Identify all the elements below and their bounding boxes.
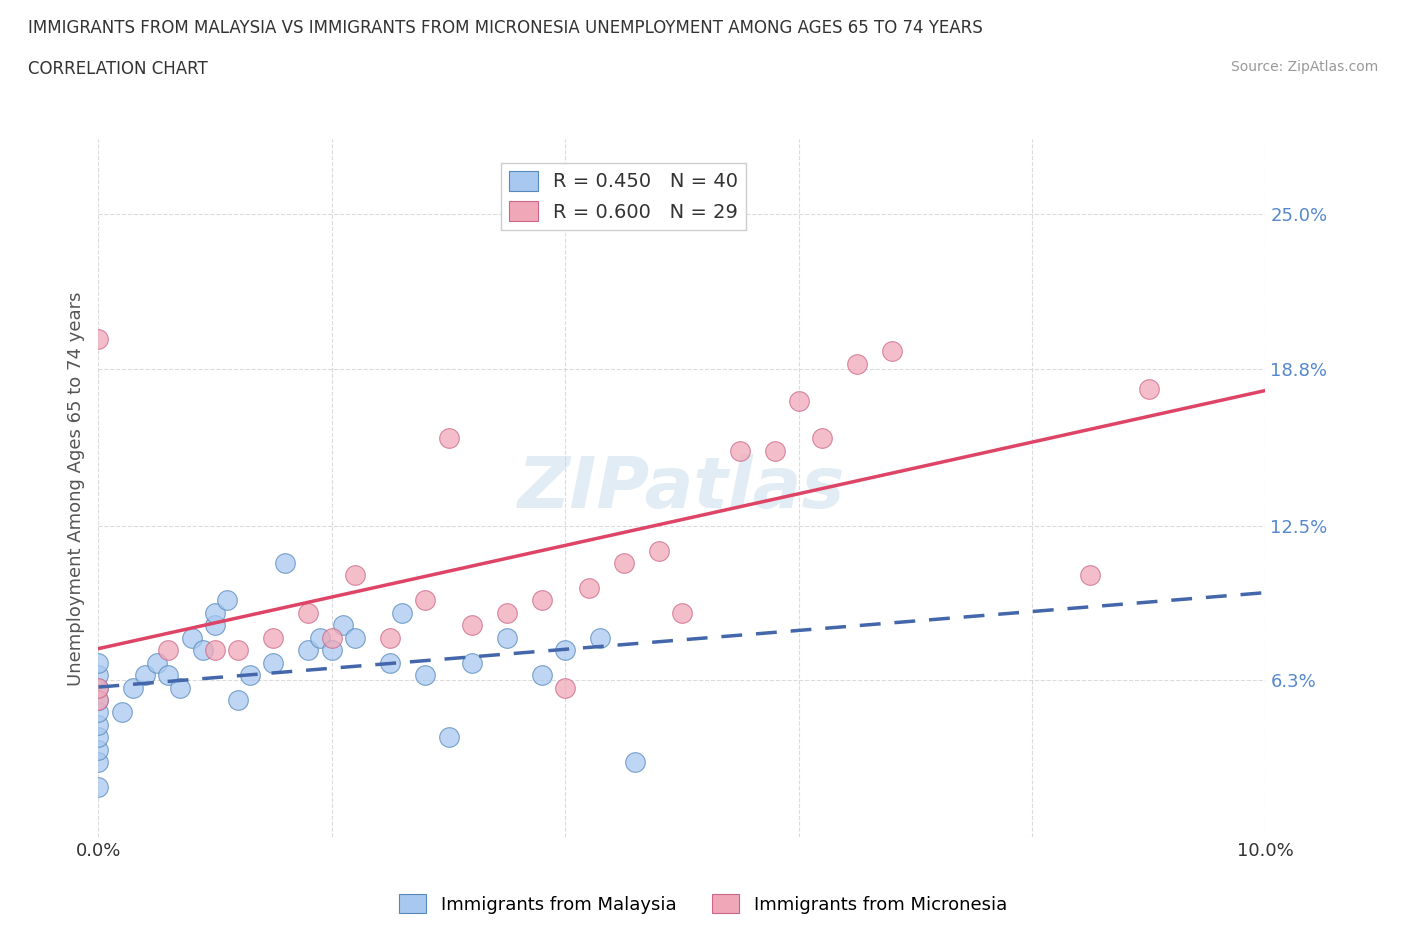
Point xyxy=(87,655,110,670)
Point xyxy=(647,543,669,558)
Text: Source: ZipAtlas.com: Source: ZipAtlas.com xyxy=(1230,60,1378,74)
Point xyxy=(309,631,332,645)
Point xyxy=(204,643,226,658)
Point xyxy=(87,668,110,683)
Point xyxy=(437,730,460,745)
Point xyxy=(321,631,343,645)
Point xyxy=(1137,381,1160,396)
Point xyxy=(204,618,226,632)
Point xyxy=(297,643,319,658)
Point xyxy=(391,605,413,620)
Point xyxy=(1080,568,1102,583)
Point xyxy=(671,605,693,620)
Point xyxy=(763,444,786,458)
Y-axis label: Unemployment Among Ages 65 to 74 years: Unemployment Among Ages 65 to 74 years xyxy=(66,291,84,685)
Point xyxy=(413,593,436,608)
Point xyxy=(612,555,634,570)
Legend: Immigrants from Malaysia, Immigrants from Micronesia: Immigrants from Malaysia, Immigrants fro… xyxy=(392,887,1014,921)
Point xyxy=(87,717,110,732)
Text: IMMIGRANTS FROM MALAYSIA VS IMMIGRANTS FROM MICRONESIA UNEMPLOYMENT AMONG AGES 6: IMMIGRANTS FROM MALAYSIA VS IMMIGRANTS F… xyxy=(28,19,983,36)
Point xyxy=(344,631,367,645)
Point xyxy=(87,680,110,695)
Text: ZIPatlas: ZIPatlas xyxy=(519,454,845,523)
Point xyxy=(87,730,110,745)
Legend: R = 0.450   N = 40, R = 0.600   N = 29: R = 0.450 N = 40, R = 0.600 N = 29 xyxy=(501,163,747,230)
Point xyxy=(87,705,110,720)
Point xyxy=(589,631,612,645)
Point xyxy=(413,668,436,683)
Point xyxy=(134,668,156,683)
Point xyxy=(111,705,134,720)
Point xyxy=(239,668,262,683)
Point xyxy=(378,655,402,670)
Point xyxy=(811,431,834,445)
Point xyxy=(215,593,238,608)
Point xyxy=(530,593,553,608)
Point xyxy=(262,631,284,645)
Point xyxy=(378,631,402,645)
Point xyxy=(169,680,191,695)
Point xyxy=(624,755,647,770)
Point xyxy=(332,618,354,632)
Point xyxy=(274,555,297,570)
Point xyxy=(87,779,110,794)
Point xyxy=(87,742,110,757)
Point xyxy=(578,580,600,595)
Point xyxy=(728,444,751,458)
Point xyxy=(87,693,110,708)
Point xyxy=(845,356,868,371)
Point xyxy=(344,568,367,583)
Point xyxy=(228,693,250,708)
Point xyxy=(787,393,810,408)
Point xyxy=(495,631,517,645)
Point xyxy=(87,680,110,695)
Point xyxy=(554,643,576,658)
Point xyxy=(554,680,576,695)
Point xyxy=(180,631,202,645)
Point xyxy=(880,344,903,359)
Point xyxy=(204,605,226,620)
Point xyxy=(122,680,145,695)
Point xyxy=(461,655,484,670)
Point xyxy=(437,431,460,445)
Point xyxy=(157,643,180,658)
Point xyxy=(87,755,110,770)
Point xyxy=(530,668,553,683)
Point xyxy=(87,331,110,346)
Point xyxy=(321,643,343,658)
Point xyxy=(262,655,284,670)
Text: CORRELATION CHART: CORRELATION CHART xyxy=(28,60,208,78)
Point xyxy=(297,605,319,620)
Point xyxy=(495,605,517,620)
Point xyxy=(157,668,180,683)
Point xyxy=(461,618,484,632)
Point xyxy=(146,655,169,670)
Point xyxy=(193,643,215,658)
Point xyxy=(87,693,110,708)
Point xyxy=(228,643,250,658)
